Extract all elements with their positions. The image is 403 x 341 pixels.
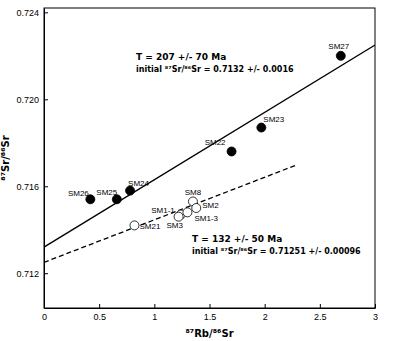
annotation: T = 207 +/- 70 Ma <box>136 52 226 62</box>
annotation: T = 132 +/- 50 Ma <box>192 234 282 244</box>
y-tick: 0.712 <box>16 269 48 279</box>
x-tick: 1 <box>152 304 157 322</box>
x-tick-mark <box>265 304 266 308</box>
x-tick: 2 <box>263 304 268 322</box>
point-label: SM21 <box>139 222 160 231</box>
x-axis-title: ⁸⁷Rb/⁸⁶Sr <box>185 328 233 339</box>
x-tick: 1.5 <box>204 304 217 322</box>
data-point <box>192 204 201 213</box>
x-axis: 0 0.5 1 1.5 2 2.5 3 <box>42 304 378 322</box>
point-label: SM27 <box>328 42 349 51</box>
x-tick-mark <box>154 304 155 308</box>
point-label: SM8 <box>185 188 202 197</box>
y-axis-line <box>44 9 45 309</box>
y-tick-label: 0.724 <box>16 8 39 18</box>
marks <box>44 45 375 262</box>
x-tick-mark <box>99 304 100 308</box>
y-tick-label: 0.712 <box>16 269 39 279</box>
x-tick-mark <box>375 304 376 308</box>
y-tick-mark <box>44 12 48 13</box>
data-point <box>183 208 192 217</box>
point-label: SM22 <box>205 138 226 147</box>
y-tick: 0.720 <box>16 95 48 105</box>
point-label: SM25 <box>96 188 117 197</box>
chart: 00.511.522.530.7120.7160.7200.724SM26SM2… <box>0 0 403 341</box>
annotation: initial ⁸⁷Sr/⁸⁶Sr = 0.71251 +/- 0.00096 <box>192 247 361 256</box>
point-label: SM3 <box>166 221 183 230</box>
y-tick: 0.716 <box>16 182 48 192</box>
y-tick-label: 0.720 <box>16 95 39 105</box>
x-axis-line <box>45 308 376 309</box>
annotations: T = 207 +/- 70 Ma initial ⁸⁷Sr/⁸⁶Sr = 0.7… <box>136 52 361 256</box>
x-tick-label: 1.5 <box>204 312 217 322</box>
x-tick-label: 3 <box>373 312 378 322</box>
point-label: SM26 <box>68 189 89 198</box>
data-point <box>130 221 139 230</box>
point-label: SM24 <box>128 179 149 188</box>
y-tick-mark <box>44 99 48 100</box>
x-tick-label: 0 <box>42 312 47 322</box>
point-label: SM1-3 <box>194 214 218 223</box>
data-point <box>227 147 236 156</box>
point-label: SM2 <box>202 201 219 210</box>
x-tick-mark <box>210 304 211 308</box>
x-tick-label: 2 <box>263 312 268 322</box>
point-label: SM23 <box>263 115 284 124</box>
y-tick-mark <box>44 186 48 187</box>
solid-isochron <box>44 45 375 247</box>
point-labels: SM26 SM25 SM24 SM22 SM23 SM27 SM21 SM1-1 SM3 SM1-… <box>68 42 350 232</box>
x-tick: 3 <box>373 304 378 322</box>
annotation: initial ⁸⁷Sr/⁸⁶Sr = 0.7132 +/- 0.0016 <box>136 65 294 74</box>
plot: 00.511.522.530.7120.7160.7200.724SM26SM2… <box>16 8 378 323</box>
y-tick: 0.724 <box>16 8 48 18</box>
data-point <box>336 51 345 60</box>
x-tick: 2.5 <box>314 304 327 322</box>
y-tick-mark <box>44 273 48 274</box>
y-axis-title: ⁸⁷Sr/⁸⁶Sr <box>0 135 11 181</box>
x-tick-label: 1 <box>152 312 157 322</box>
x-tick: 0.5 <box>93 304 106 322</box>
plot-frame <box>44 8 375 308</box>
point-label: SM1-1 <box>151 206 175 215</box>
data-point <box>257 123 266 132</box>
y-axis: 0.712 0.716 0.720 0.724 <box>16 8 48 309</box>
y-tick-label: 0.716 <box>16 182 39 192</box>
x-tick-mark <box>320 304 321 308</box>
x-tick-label: 2.5 <box>314 312 327 322</box>
x-tick-label: 0.5 <box>93 312 106 322</box>
